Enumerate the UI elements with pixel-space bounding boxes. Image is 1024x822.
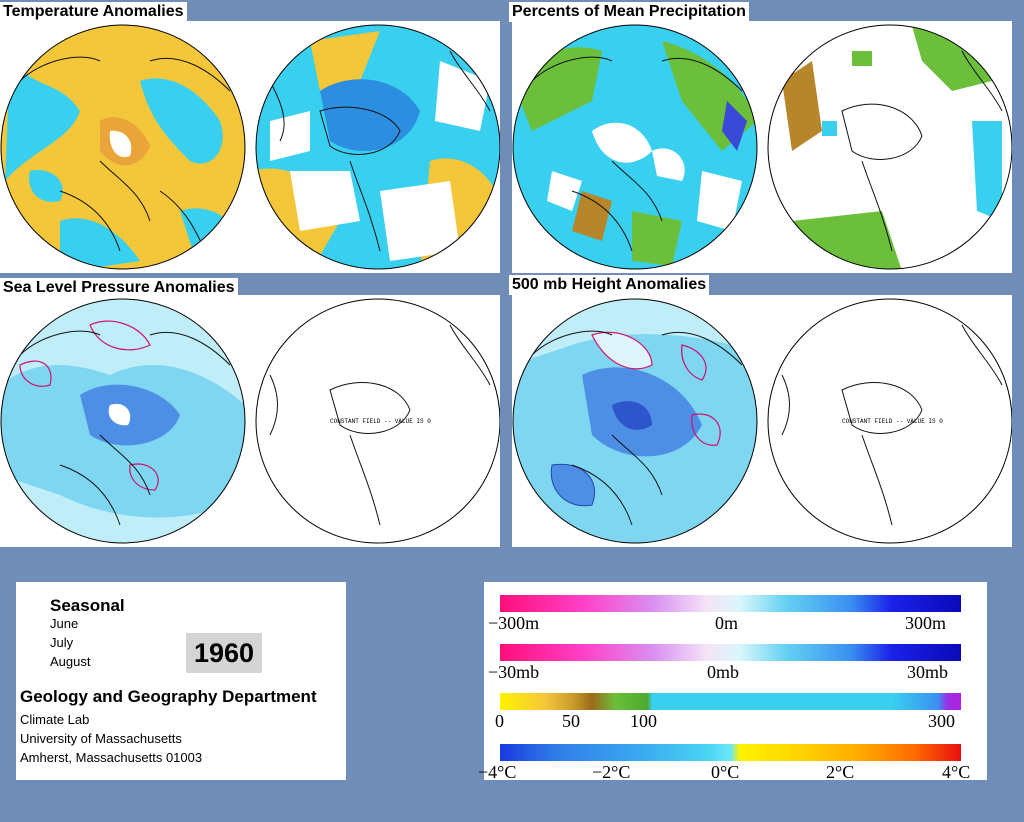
address: Amherst, Massachusetts 01003 [20,750,203,765]
temperature-sh-globe [255,24,500,270]
temperature-nh-globe [0,24,246,270]
precipitation-panel [512,21,1012,273]
precipitation-nh-globe [512,24,758,270]
pressure-colorbar [500,644,961,661]
precipitation-title: Percents of Mean Precipitation [509,2,749,22]
precip-label-300: 300 [928,711,955,731]
pressure-label-mid: 0mb [707,662,740,682]
department-name: Geology and Geography Department [20,687,317,706]
height-label-min: −300m [488,613,540,633]
temp-colorbar [500,744,961,761]
month-august: August [50,654,91,669]
temp-label-0: 0°C [711,762,740,782]
height-colorbar [500,595,961,612]
pressure-label-min: −30mb [488,662,540,682]
university-name: University of Massachusetts [20,731,182,746]
month-june: June [50,616,79,631]
temp-label-4: 4°C [942,762,971,782]
slp-sh-globe [255,298,500,544]
slp-nh-globe [0,298,246,544]
temperature-title: Temperature Anomalies [0,2,187,22]
precip-colorbar [500,693,961,710]
height500-panel: CONSTANT FIELD -- VALUE IS 0 [512,295,1012,547]
precip-label-0: 0 [495,711,504,731]
height500-sh-globe [767,298,1012,544]
temp-label-2: 2°C [826,762,855,782]
lab-name: Climate Lab [20,712,90,727]
precipitation-sh-globe [767,24,1012,270]
legend-box: −300m 0m 300m −30mb 0mb 30mb 0 50 100 30… [478,582,987,782]
height-label-max: 300m [905,613,947,633]
height500-title: 500 mb Height Anomalies [509,275,710,295]
temp-label-minus2: −2°C [592,762,631,782]
height500-constant-field-label: CONSTANT FIELD -- VALUE IS 0 [842,418,943,425]
temp-label-minus4: −4°C [478,762,517,782]
slp-panel: CONSTANT FIELD -- VALUE IS 0 [0,295,500,547]
temperature-panel [0,21,500,273]
period-heading: Seasonal [50,596,125,615]
slp-title: Sea Level Pressure Anomalies [0,278,238,298]
precip-label-50: 50 [562,711,580,731]
height500-nh-globe [512,298,758,544]
month-july: July [50,635,74,650]
height-label-mid: 0m [715,613,739,633]
precip-label-100: 100 [630,711,657,731]
year-display: 1960 [186,633,262,673]
slp-constant-field-label: CONSTANT FIELD -- VALUE IS 0 [330,418,431,425]
info-box: Seasonal June July August 1960 Geology a… [16,582,346,780]
pressure-label-max: 30mb [907,662,949,682]
